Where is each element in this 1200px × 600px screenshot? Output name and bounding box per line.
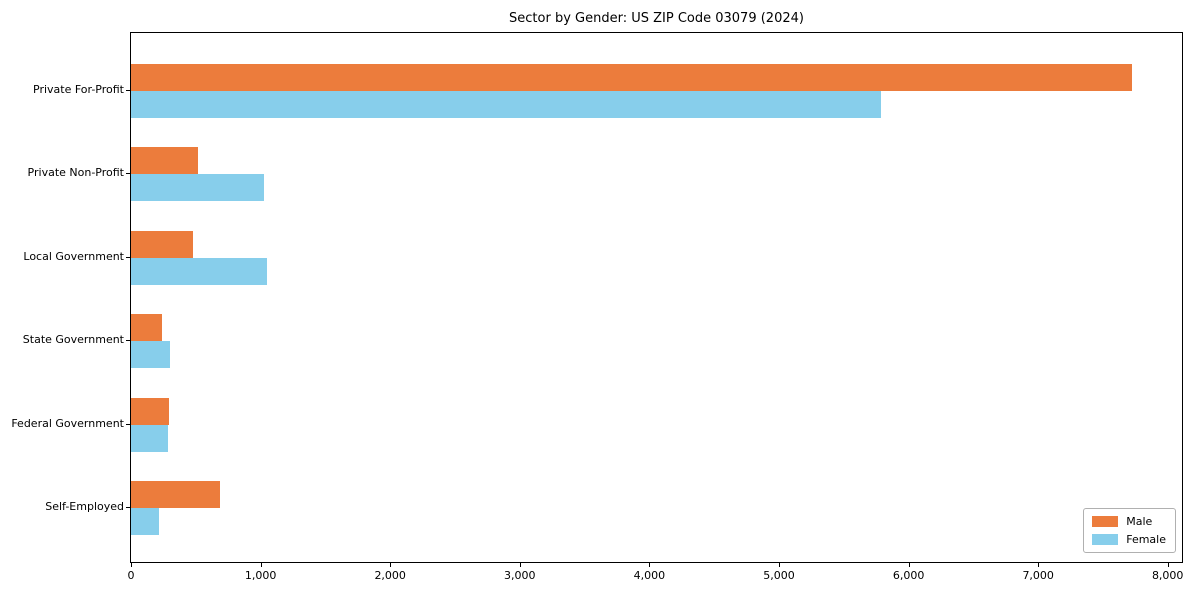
bar-male-6 xyxy=(131,481,220,508)
x-axis-tick xyxy=(779,563,780,567)
legend-swatch-female xyxy=(1092,534,1119,545)
x-axis-tick-label: 3,000 xyxy=(504,569,536,582)
bar-male-1 xyxy=(131,63,1132,91)
x-axis-tick xyxy=(1038,563,1040,567)
bar-male-4 xyxy=(131,314,162,341)
legend-entry-male: Male xyxy=(1092,515,1166,528)
x-axis-tick xyxy=(519,563,521,567)
x-axis-tick-label: 0 xyxy=(127,569,135,582)
y-axis-label: State Government xyxy=(22,333,124,346)
bar-male-5 xyxy=(131,397,169,425)
bar-female-6 xyxy=(131,508,159,535)
y-axis-tick xyxy=(126,89,130,91)
legend-label: Male xyxy=(1126,515,1153,528)
bar-female-5 xyxy=(131,424,168,452)
bar-female-2 xyxy=(131,174,264,201)
x-axis-tick xyxy=(131,563,132,567)
x-axis-tick xyxy=(908,563,910,567)
legend: Male Female xyxy=(1083,508,1176,553)
y-axis-tick xyxy=(126,423,130,425)
bar-male-3 xyxy=(131,230,194,258)
bar-female-3 xyxy=(131,257,268,285)
bar-female-1 xyxy=(131,90,882,118)
x-axis-tick-label: 1,000 xyxy=(244,569,277,582)
chart-title: Sector by Gender: US ZIP Code 03079 (202… xyxy=(509,11,804,26)
legend-swatch-male xyxy=(1092,516,1119,527)
x-axis-tick-label: 4,000 xyxy=(633,569,666,582)
bar-male-2 xyxy=(131,147,198,174)
y-axis-label: Private Non-Profit xyxy=(27,166,124,179)
y-axis-label: Federal Government xyxy=(11,416,124,430)
y-axis-tick xyxy=(126,173,130,174)
x-axis-tick-label: 5,000 xyxy=(763,569,795,582)
x-axis-tick xyxy=(260,563,262,567)
y-axis-tick xyxy=(126,507,130,508)
y-axis-tick xyxy=(126,340,130,341)
legend-entry-female: Female xyxy=(1092,533,1166,546)
x-axis-tick-label: 6,000 xyxy=(892,569,925,582)
plot-area: Male Female xyxy=(130,32,1183,563)
x-axis-tick-label: 2,000 xyxy=(374,569,406,582)
x-axis-tick-label: 7,000 xyxy=(1022,569,1054,582)
x-axis-tick-label: 8,000 xyxy=(1151,569,1184,582)
x-axis-tick xyxy=(649,563,651,567)
y-axis-label: Private For-Profit xyxy=(33,82,124,96)
bar-female-4 xyxy=(131,341,170,368)
y-axis-tick xyxy=(126,256,130,258)
y-axis-label: Self-Employed xyxy=(45,500,124,513)
x-axis-tick xyxy=(390,563,392,567)
y-axis-label: Local Government xyxy=(23,249,124,263)
legend-label: Female xyxy=(1126,533,1166,546)
x-axis-tick xyxy=(1167,563,1169,567)
